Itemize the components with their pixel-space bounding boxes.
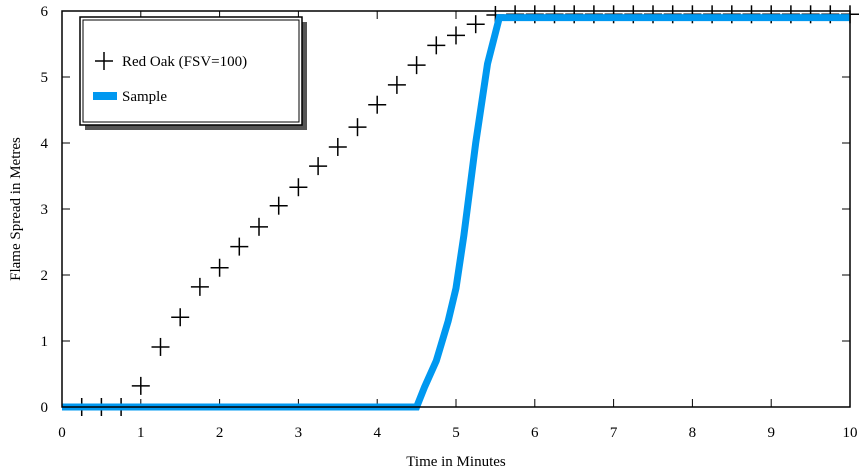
x-tick-label: 1 — [137, 425, 145, 441]
legend-swatch — [93, 92, 117, 100]
legend-inner — [82, 19, 300, 123]
data-point — [289, 178, 308, 197]
data-point — [230, 237, 249, 256]
y-tick-label: 4 — [41, 136, 49, 152]
data-point — [250, 217, 268, 236]
y-tick-label: 6 — [41, 4, 49, 20]
y-tick-label: 0 — [41, 400, 49, 416]
y-tick-label: 2 — [41, 268, 49, 284]
data-point — [309, 157, 328, 176]
x-tick-label: 9 — [767, 425, 775, 441]
legend-label: Sample — [122, 89, 167, 105]
y-axis-label: Flame Spread in Metres — [8, 137, 24, 281]
data-point — [387, 75, 406, 94]
legend-label: Red Oak (FSV=100) — [122, 54, 247, 70]
legend-box — [79, 16, 303, 126]
data-line — [62, 14, 850, 411]
x-tick-label: 5 — [452, 425, 460, 441]
data-point — [328, 137, 347, 156]
x-tick-label: 10 — [843, 425, 858, 441]
y-tick-label: 5 — [41, 70, 49, 86]
x-tick-label: 2 — [216, 425, 224, 441]
data-point — [269, 196, 288, 215]
data-point — [368, 95, 387, 114]
data-point — [466, 15, 485, 34]
plot-frame — [61, 10, 851, 408]
x-tick-label: 0 — [58, 425, 66, 441]
data-point — [427, 36, 446, 55]
x-tick-label: 8 — [689, 425, 697, 441]
x-tick-label: 4 — [373, 425, 381, 441]
data-point — [348, 118, 367, 137]
y-tick-label: 1 — [41, 334, 49, 350]
x-axis-label: Time in Minutes — [406, 454, 506, 470]
x-tick-label: 3 — [295, 425, 303, 441]
data-point — [171, 308, 190, 327]
legend-marker — [95, 52, 113, 70]
x-tick-label: 7 — [610, 425, 618, 441]
data-point — [190, 277, 209, 296]
data-point — [407, 56, 426, 75]
data-point — [210, 258, 229, 277]
x-tick-label: 6 — [531, 425, 539, 441]
data-point — [447, 26, 465, 45]
data-point — [131, 376, 150, 395]
y-tick-label: 3 — [41, 202, 49, 218]
data-point — [151, 337, 170, 356]
